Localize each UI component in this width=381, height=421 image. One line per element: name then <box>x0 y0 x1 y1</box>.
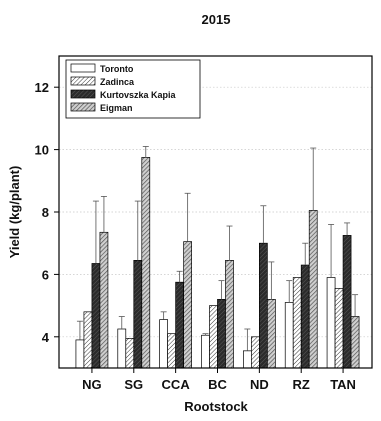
legend-label: Kurtovszka Kapia <box>100 90 177 100</box>
x-tick-label: SG <box>124 377 143 392</box>
y-axis-title: Yield (kg/plant) <box>7 166 22 259</box>
bar <box>308 210 318 369</box>
legend-swatch <box>70 76 96 86</box>
y-axis-ticks: 4 6 8 10 12 <box>35 80 59 345</box>
bar <box>183 241 192 369</box>
bar <box>117 328 127 369</box>
x-tick-label: TAN <box>330 377 356 392</box>
legend-label: Eigman <box>100 103 133 113</box>
y-tick-label: 10 <box>35 143 49 158</box>
bar <box>259 242 268 369</box>
bar <box>201 334 210 369</box>
x-tick-label: BC <box>208 377 227 392</box>
bar <box>292 277 302 369</box>
legend: Toronto Zadinca Kurtovszka Kapia Eigman <box>65 59 201 119</box>
bar <box>284 302 294 369</box>
y-tick-label: 4 <box>42 330 50 345</box>
bar <box>300 264 310 369</box>
x-tick-label: CCA <box>162 377 191 392</box>
legend-label: Zadinca <box>100 77 135 87</box>
bar <box>175 281 184 369</box>
error-bars <box>76 146 359 351</box>
bar <box>326 277 336 369</box>
bar <box>75 339 85 369</box>
bar <box>209 305 218 369</box>
chart-title: 2015 <box>202 12 231 27</box>
bar <box>217 299 226 369</box>
x-axis-ticks: NG SG CCA BC ND RZ TAN <box>82 368 356 392</box>
x-tick-label: NG <box>82 377 102 392</box>
legend-label: Toronto <box>100 64 134 74</box>
legend-swatch <box>70 63 96 73</box>
bar <box>133 260 143 369</box>
bar <box>342 235 352 369</box>
bar <box>125 338 135 369</box>
bars <box>75 157 360 369</box>
x-tick-label: ND <box>250 377 269 392</box>
bar <box>99 231 109 369</box>
x-axis-title: Rootstock <box>184 399 248 414</box>
bar <box>83 311 93 369</box>
bar <box>334 288 344 369</box>
bar <box>141 157 151 369</box>
legend-swatch <box>70 89 96 99</box>
bar <box>243 350 252 369</box>
y-tick-label: 8 <box>42 205 49 220</box>
y-tick-label: 12 <box>35 80 49 95</box>
bar <box>91 263 101 369</box>
bar <box>159 319 168 369</box>
bar <box>167 333 176 369</box>
bar <box>350 316 360 369</box>
y-tick-label: 6 <box>42 267 49 282</box>
legend-items: Toronto Zadinca Kurtovszka Kapia Eigman <box>70 63 177 113</box>
x-tick-label: RZ <box>293 377 310 392</box>
bar <box>225 260 234 369</box>
bar <box>267 299 276 369</box>
bar <box>251 336 260 369</box>
legend-swatch <box>70 102 96 112</box>
